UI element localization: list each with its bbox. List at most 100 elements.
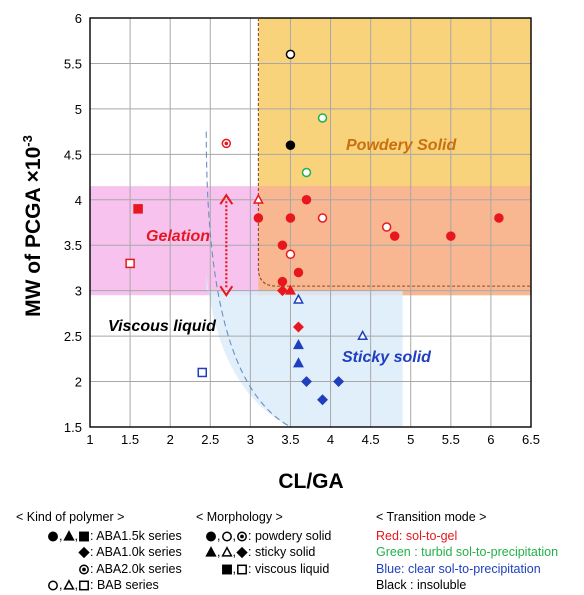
legend-polymer-label: : BAB series <box>90 578 159 592</box>
x-tick-label: 4.5 <box>362 432 380 447</box>
x-tick-label: 5 <box>407 432 414 447</box>
legend-separator: , <box>217 528 221 543</box>
x-tick-label: 6 <box>487 432 494 447</box>
y-tick-label: 5 <box>75 102 82 117</box>
data-point <box>293 339 304 350</box>
x-tick-label: 1.5 <box>121 432 139 447</box>
legend-polymer-title: < Kind of polymer > <box>16 510 125 524</box>
legend-separator: , <box>232 561 236 576</box>
data-point <box>357 329 369 341</box>
legend-marker-icon <box>221 564 232 575</box>
data-points <box>125 49 504 406</box>
legend-polymer-label: : ABA1.0k series <box>90 545 182 559</box>
region-label-sticky-solid: Sticky solid <box>342 349 432 366</box>
legend-polymer: < Kind of polymer > ,, : ABA1.5k series … <box>16 509 182 594</box>
y-axis-title-text: MW of PCGA ×10 <box>22 147 45 317</box>
data-point <box>293 321 304 333</box>
data-point <box>237 531 247 542</box>
legend-symbols: ,, <box>16 528 90 545</box>
data-point <box>333 376 345 388</box>
data-point <box>301 167 312 178</box>
data-point <box>78 547 90 559</box>
data-point <box>277 240 288 250</box>
data-point <box>446 231 456 241</box>
y-tick-label: 2.5 <box>64 329 82 344</box>
x-axis-title: CL/GA <box>278 470 343 493</box>
data-point <box>381 222 392 232</box>
legend-separator: , <box>232 528 236 543</box>
x-tick-label: 6.5 <box>522 432 540 447</box>
sticky-solid-region <box>206 136 403 427</box>
legend-separator: , <box>217 545 221 559</box>
data-point <box>62 529 75 541</box>
data-point <box>389 231 400 241</box>
legend-transition-label: Green : turbid sol-to-precipitation <box>376 545 559 559</box>
sticky-boundary <box>205 131 291 428</box>
y-tick-label: 3.5 <box>64 238 82 253</box>
powdery-boundary <box>257 18 531 287</box>
data-point <box>293 267 304 278</box>
legend-separator: , <box>59 528 63 543</box>
data-point <box>276 285 288 297</box>
grid-lines <box>89 17 532 428</box>
legend-marker-icon <box>206 531 216 542</box>
legend-transition-label: Red: sol-to-gel <box>376 528 458 543</box>
y-axis-title: MW of PCGA ×10-3 <box>20 135 45 317</box>
legend-separator: , <box>232 545 236 559</box>
y-axis-title-superscript: -3 <box>20 135 35 147</box>
legend-transition-item: Blue: clear sol-to-precipitation <box>376 561 558 578</box>
legend-morphology-title: < Morphology > <box>196 510 283 524</box>
x-tick-label: 1 <box>86 432 93 447</box>
legend-morphology-item: ,, : powdery solid <box>196 528 331 545</box>
legend-symbols <box>16 563 90 575</box>
legend-separator: , <box>74 528 78 543</box>
data-point <box>221 531 232 542</box>
data-point <box>494 213 504 223</box>
y-tick-label: 3 <box>75 284 82 299</box>
legend-polymer-label: : ABA2.0k series <box>90 561 182 576</box>
data-point <box>317 394 328 406</box>
legend-marker-icon <box>220 546 233 557</box>
legend-morphology-label: : sticky solid <box>248 545 316 559</box>
region-label-viscous-liquid: Viscous liquid <box>108 318 217 335</box>
x-tick-label: 4 <box>327 432 334 447</box>
legend-transition-title: < Transition mode > <box>376 510 487 524</box>
gelation-arrow-head-up <box>219 193 234 205</box>
data-point <box>317 113 328 123</box>
data-point <box>79 564 89 575</box>
data-point <box>48 531 58 542</box>
data-point <box>285 249 296 260</box>
data-point <box>79 531 89 542</box>
data-point <box>79 580 89 591</box>
data-point <box>221 564 232 575</box>
legend-marker-icon <box>236 547 248 559</box>
legend-transition-item: Black : insoluble <box>376 577 558 594</box>
data-point <box>317 213 328 223</box>
region-boundaries <box>205 18 531 428</box>
legend-transition-item: Green : turbid sol-to-precipitation <box>376 544 558 561</box>
x-tick-label: 2 <box>167 432 174 447</box>
data-point <box>301 376 312 388</box>
data-point <box>62 579 75 590</box>
legend-polymer-item: : ABA1.0k series <box>16 544 182 561</box>
legend-transition: < Transition mode > Red: sol-to-gel Gree… <box>376 509 558 594</box>
legend-symbols: ,, <box>196 544 248 561</box>
data-point <box>125 258 135 269</box>
legend-marker-icon <box>62 529 75 541</box>
legend-marker-icon <box>48 580 58 591</box>
legend-marker-icon <box>237 564 247 575</box>
data-point <box>252 193 264 204</box>
legend-morphology-item: ,, : sticky solid <box>196 544 331 561</box>
y-tick-label: 4.5 <box>64 147 82 162</box>
legend-morphology-label: : powdery solid <box>248 528 332 543</box>
legend-polymer-item: ,, : BAB series <box>16 577 182 594</box>
x-tick-label: 5.5 <box>442 432 460 447</box>
y-tick-label: 1.5 <box>64 420 82 435</box>
region-shading <box>90 18 531 427</box>
svg-text:MW of PCGA ×10-3: MW of PCGA ×10-3 <box>20 135 45 317</box>
legend-marker-icon <box>79 580 89 591</box>
data-point <box>293 357 304 368</box>
legend-separator: , <box>59 578 63 592</box>
legend-marker-icon <box>79 564 89 575</box>
legend-symbols: , <box>196 561 248 578</box>
